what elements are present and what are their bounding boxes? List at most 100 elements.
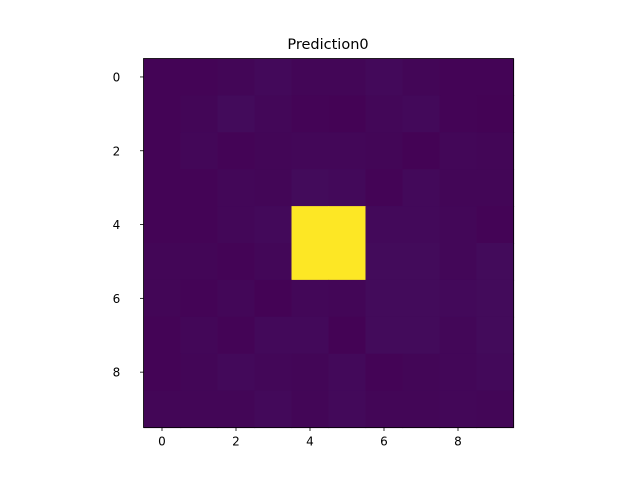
heatmap-cell-r6-c6 (365, 279, 404, 318)
heatmap-cell-r3-c7 (402, 169, 441, 207)
heatmap-cell-r0-c3 (254, 58, 293, 96)
x-tick-label-6: 6 (380, 435, 388, 449)
heatmap-cell-r8-c0 (143, 353, 182, 392)
y-axis: 0 2 4 6 8 (113, 70, 144, 380)
heatmap-cell-r1-c3 (254, 95, 293, 133)
heatmap-cell-r4-c1 (180, 206, 219, 244)
heatmap-cell-r1-c9 (476, 95, 515, 133)
heatmap-cell-r1-c8 (439, 95, 478, 133)
heatmap-cell-r0-c4 (291, 58, 330, 96)
heatmap-cell-r4-c3 (254, 206, 293, 244)
heatmap-cell-r9-c2 (217, 390, 256, 429)
heatmap-cell-r3-c4 (291, 169, 330, 207)
heatmap-cell-r0-c0 (143, 58, 182, 96)
heatmap-cell-r3-c6 (365, 169, 404, 207)
heatmap-cell-r9-c5 (328, 390, 367, 429)
heatmap-cell-r8-c9 (476, 353, 515, 392)
heatmap-cell-r0-c8 (439, 58, 478, 96)
heatmap-cell-r3-c3 (254, 169, 293, 207)
heatmap-cell-r5-c2 (217, 243, 256, 281)
heatmap-cell-r8-c6 (365, 353, 404, 392)
heatmap-cell-r5-c7 (402, 243, 441, 281)
heatmap-cell-r3-c2 (217, 169, 256, 207)
heatmap-cell-r7-c0 (143, 316, 182, 355)
heatmap-cell-r5-c8 (439, 243, 478, 281)
y-tick-label-4: 4 (113, 218, 121, 232)
heatmap-cell-r0-c6 (365, 58, 404, 96)
heatmap-cell-r8-c5 (328, 353, 367, 392)
heatmap-cell-r4-c6 (365, 206, 404, 244)
x-tick-label-0: 0 (158, 435, 166, 449)
heatmap-cell-r9-c8 (439, 390, 478, 429)
heatmap-cell-r3-c1 (180, 169, 219, 207)
x-tick-label-8: 8 (454, 435, 462, 449)
heatmap-cell-r0-c1 (180, 58, 219, 96)
heatmap-cell-r4-c0 (143, 206, 182, 244)
heatmap-cell-r0-c7 (402, 58, 441, 96)
heatmap-cell-r9-c3 (254, 390, 293, 429)
heatmap-cell-r6-c2 (217, 279, 256, 318)
y-tick-label-2: 2 (113, 144, 121, 158)
heatmap-cell-r6-c5 (328, 279, 367, 318)
heatmap-cell-r9-c0 (143, 390, 182, 429)
heatmap-cell-r2-c4 (291, 132, 330, 170)
heatmap-cell-r5-c0 (143, 243, 182, 281)
heatmap-cell-r5-c6 (365, 243, 404, 281)
heatmap-cell-r7-c7 (402, 316, 441, 355)
heatmap-cell-r8-c1 (180, 353, 219, 392)
heatmap-cell-r8-c4 (291, 353, 330, 392)
heatmap-cell-r6-c1 (180, 279, 219, 318)
x-tick-label-4: 4 (306, 435, 314, 449)
heatmap-cell-r7-c2 (217, 316, 256, 355)
heatmap-cell-r7-c6 (365, 316, 404, 355)
heatmap-cells (143, 58, 515, 429)
heatmap-cell-r1-c6 (365, 95, 404, 133)
heatmap-cell-r4-c9 (476, 206, 515, 244)
heatmap-cell-r1-c7 (402, 95, 441, 133)
heatmap-cell-r3-c8 (439, 169, 478, 207)
heatmap-cell-r5-c3 (254, 243, 293, 281)
y-tick-label-0: 0 (113, 70, 121, 84)
heatmap-cell-r1-c0 (143, 95, 182, 133)
heatmap-cell-r7-c1 (180, 316, 219, 355)
heatmap-cell-r9-c6 (365, 390, 404, 429)
heatmap-cell-r9-c4 (291, 390, 330, 429)
heatmap-cell-r4-c7 (402, 206, 441, 244)
heatmap-cell-r6-c3 (254, 279, 293, 318)
heatmap-cell-r2-c0 (143, 132, 182, 170)
heatmap-cell-r2-c3 (254, 132, 293, 170)
heatmap-cell-r2-c7 (402, 132, 441, 170)
heatmap-cell-r9-c7 (402, 390, 441, 429)
heatmap-cell-r0-c5 (328, 58, 367, 96)
heatmap-cell-r3-c0 (143, 169, 182, 207)
heatmap-cell-r3-c5 (328, 169, 367, 207)
heatmap-cell-r8-c7 (402, 353, 441, 392)
heatmap-cell-r5-c5 (328, 243, 367, 281)
x-tick-label-2: 2 (232, 435, 240, 449)
heatmap-cell-r5-c9 (476, 243, 515, 281)
heatmap-cell-r6-c4 (291, 279, 330, 318)
x-axis: 0 2 4 6 8 (158, 427, 462, 449)
heatmap-cell-r4-c8 (439, 206, 478, 244)
heatmap-cell-r2-c1 (180, 132, 219, 170)
heatmap-cell-r7-c8 (439, 316, 478, 355)
heatmap-cell-r6-c8 (439, 279, 478, 318)
heatmap-cell-r2-c5 (328, 132, 367, 170)
heatmap-cell-r7-c4 (291, 316, 330, 355)
heatmap-cell-r6-c0 (143, 279, 182, 318)
axes-frame (143, 58, 514, 428)
heatmap-cell-r6-c9 (476, 279, 515, 318)
heatmap-cell-r0-c9 (476, 58, 515, 96)
heatmap-cell-r7-c5 (328, 316, 367, 355)
heatmap-cell-r2-c2 (217, 132, 256, 170)
heatmap-cell-r5-c1 (180, 243, 219, 281)
heatmap-cell-r8-c3 (254, 353, 293, 392)
heatmap-cell-r4-c5 (328, 206, 367, 244)
y-tick-label-6: 6 (113, 292, 121, 306)
heatmap-cell-r8-c8 (439, 353, 478, 392)
heatmap-cell-r2-c9 (476, 132, 515, 170)
heatmap-cell-r1-c4 (291, 95, 330, 133)
heatmap-cell-r1-c1 (180, 95, 219, 133)
heatmap-cell-r0-c2 (217, 58, 256, 96)
